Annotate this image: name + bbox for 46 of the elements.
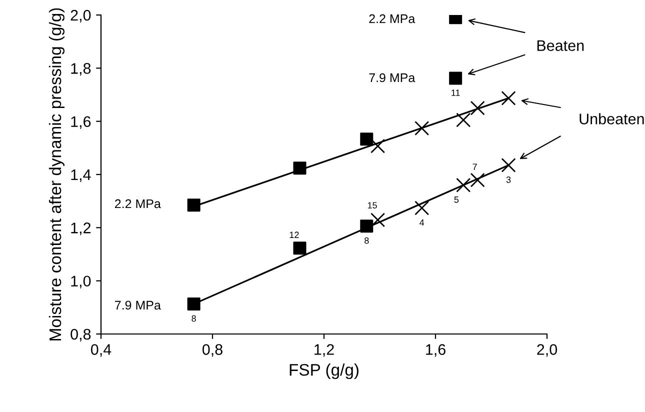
x-tick-label: 0,4 [90, 344, 112, 357]
annotation: 2.2 MPa [115, 199, 161, 208]
point [187, 297, 200, 310]
x-tick-label: 0,8 [202, 344, 222, 357]
point [414, 120, 430, 136]
annotation: 7.9 MPa [369, 73, 416, 82]
point [293, 242, 306, 255]
y-tick-label: 1,8 [71, 63, 91, 76]
point [501, 90, 516, 106]
point [360, 132, 374, 146]
annotation: 7 [472, 164, 477, 170]
point [449, 72, 462, 85]
y-tick-label: 1,6 [71, 116, 91, 129]
annotation: 12 [290, 232, 299, 238]
point [370, 212, 386, 228]
annotation: 5 [454, 196, 459, 203]
point [370, 138, 386, 154]
point [414, 200, 430, 216]
annotation: 4 [420, 219, 424, 226]
y-tick-label: 1,2 [71, 222, 91, 236]
annotation: 8 [192, 315, 196, 322]
x-axis-title: FSP (g/g) [290, 364, 358, 380]
annotation: 11 [452, 90, 460, 96]
point [360, 220, 374, 233]
point [501, 158, 516, 172]
x-tick-label: 2,0 [537, 344, 558, 357]
annotation: 7.9 MPa [115, 300, 161, 310]
x-tick-label: 1,2 [314, 344, 334, 357]
point [470, 100, 485, 116]
y-axis-title: Moisture content after dynamic pressing (g/g) [48, 8, 64, 340]
annotation: 3 [506, 176, 511, 183]
point [456, 112, 471, 128]
y-tick-label: 0,8 [70, 328, 91, 342]
y-tick-label: 1,0 [71, 276, 91, 288]
y-tick-label: 1,4 [71, 170, 91, 182]
point [293, 162, 306, 175]
annotation: 8 [364, 237, 369, 244]
annotation: Beaten [537, 40, 584, 51]
annotation: 2.2 MPa [369, 14, 416, 24]
x-tick-label: 1,6 [426, 344, 446, 357]
point [187, 198, 200, 212]
point [456, 178, 471, 192]
y-tick-label: 2,0 [70, 10, 91, 22]
point [470, 172, 485, 188]
annotation: 15 [368, 202, 377, 208]
text: Unbeaten [580, 113, 644, 124]
